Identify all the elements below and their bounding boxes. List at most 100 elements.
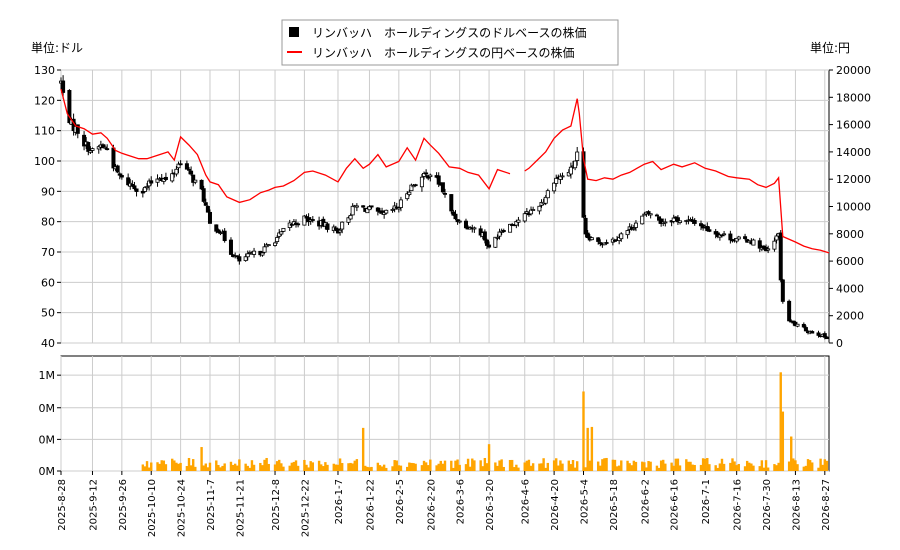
- left-tick-label: 110: [34, 125, 55, 138]
- x-tick-label: 2025-9-26: [118, 479, 129, 531]
- volume-bar: [561, 463, 564, 471]
- volume-bar: [326, 464, 329, 471]
- volume-plot-area: [60, 355, 830, 472]
- volume-bar: [158, 463, 161, 471]
- candle-body: [751, 239, 756, 246]
- volume-bar: [687, 461, 690, 471]
- volume-bar: [670, 462, 673, 471]
- volume-bar: [303, 459, 306, 471]
- volume-bar: [263, 459, 266, 471]
- volume-bar: [364, 465, 367, 471]
- volume-bar: [733, 461, 736, 471]
- x-tick-label: 2026-2-5: [395, 479, 406, 524]
- volume-bar: [496, 465, 499, 471]
- volume-bar: [743, 466, 747, 471]
- candle-body: [115, 165, 120, 173]
- volume-bar: [223, 463, 226, 471]
- candle-body: [275, 237, 280, 243]
- volume-bar: [588, 460, 591, 471]
- price-panel: 40 50 60 70 80 90 100 110 120 130 0 2000 4000 6000 80…: [34, 64, 871, 350]
- volume-bar: [575, 461, 579, 471]
- volume-bar: [380, 466, 384, 471]
- candle-body: [170, 173, 175, 182]
- right-tick-label: 8000: [836, 228, 864, 241]
- x-tick-label: 2025-8-28: [57, 479, 68, 531]
- volume-bar: [376, 462, 380, 471]
- volume-bar: [244, 463, 247, 471]
- candle-body: [310, 219, 315, 221]
- candle-body: [529, 209, 534, 215]
- candle-body: [678, 220, 683, 223]
- candle-body: [516, 219, 521, 223]
- volume-bar: [208, 462, 212, 471]
- candle-body: [203, 202, 208, 206]
- volume-bar: [259, 462, 262, 471]
- volume-bar: [340, 463, 344, 471]
- candle-body: [88, 150, 93, 153]
- jpy-price-line: [524, 98, 830, 254]
- volume-bar: [452, 467, 455, 471]
- volume-bar: [324, 462, 327, 471]
- volume-bar: [250, 460, 254, 471]
- volume-bar: [781, 411, 785, 471]
- x-tick-label: 2025-11-21: [235, 479, 246, 537]
- candle-body: [201, 188, 206, 202]
- left-tick-label: 130: [34, 64, 55, 77]
- candle-body: [543, 196, 548, 204]
- volume-bar: [643, 462, 646, 471]
- volume-bar: [773, 464, 776, 471]
- x-tick-label: 2026-8-13: [791, 479, 802, 531]
- volume-tick-label: 0M: [39, 402, 56, 415]
- volume-bar: [150, 462, 153, 471]
- candle-body: [260, 252, 265, 256]
- volume-bar: [248, 467, 252, 471]
- candle-body: [354, 205, 359, 208]
- volume-bar: [435, 465, 438, 471]
- volume-bar: [632, 460, 636, 471]
- volume-bar: [466, 458, 470, 471]
- volume-bar: [617, 465, 621, 471]
- volume-bars: [141, 372, 829, 471]
- volume-bar: [531, 463, 535, 471]
- volume-bar: [494, 462, 497, 471]
- volume-bar: [718, 463, 722, 471]
- volume-bar: [603, 458, 606, 471]
- candle-body: [189, 170, 194, 175]
- volume-bar: [620, 460, 623, 471]
- volume-bar: [368, 467, 371, 471]
- x-tick-label: 2025-11-7: [206, 479, 217, 531]
- volume-bar: [811, 462, 814, 471]
- candle-body: [780, 279, 785, 302]
- volume-bar: [464, 464, 468, 471]
- candle-body: [149, 180, 154, 184]
- volume-bar: [538, 463, 541, 471]
- volume-bar: [481, 466, 484, 471]
- candle-body: [440, 182, 445, 193]
- candle-body: [228, 239, 233, 255]
- volume-bar: [630, 465, 633, 471]
- volume-bar: [189, 465, 193, 471]
- volume-bar: [443, 460, 447, 471]
- candle-body: [463, 220, 468, 229]
- candle-body: [573, 160, 578, 169]
- candle-body: [375, 207, 380, 212]
- right-tick-label: 4000: [836, 282, 864, 295]
- candle-body: [67, 90, 72, 124]
- candle-body: [598, 242, 603, 244]
- x-tick-label: 2026-7-1: [701, 479, 712, 524]
- candle-body: [281, 227, 286, 232]
- candle-body: [524, 211, 529, 214]
- candle-body: [266, 244, 271, 247]
- volume-bar: [231, 464, 235, 471]
- volume-bar: [252, 464, 256, 471]
- candle-body: [61, 80, 66, 93]
- volume-bar: [290, 462, 294, 471]
- volume-bar: [779, 372, 782, 471]
- left-tick-label: 100: [34, 155, 55, 168]
- volume-bar: [273, 464, 277, 471]
- volume-bar: [424, 462, 428, 471]
- candle-body: [191, 174, 196, 183]
- candle-body: [757, 240, 762, 249]
- x-tick-label: 2026-6-16: [670, 479, 681, 531]
